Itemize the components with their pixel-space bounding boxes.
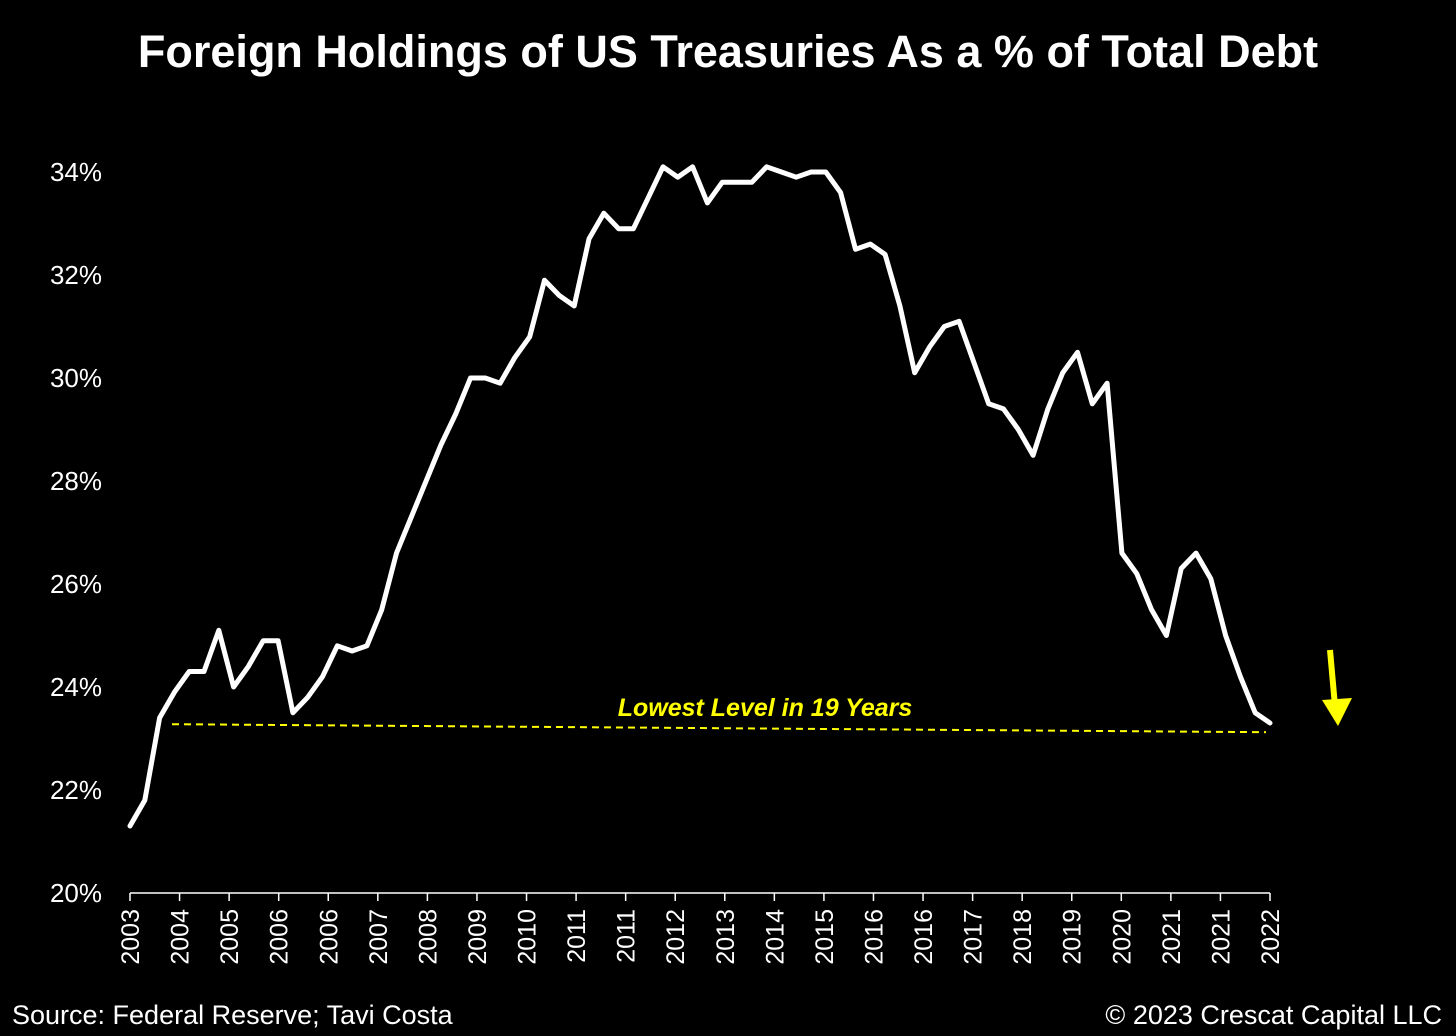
x-tick-label: 2010	[514, 909, 542, 965]
y-tick-label: 20%	[50, 878, 102, 908]
reference-dashed-line	[171, 723, 1267, 734]
y-axis: 20% 22% 24% 26% 28% 30% 32% 34%	[50, 157, 102, 908]
y-tick-label: 22%	[50, 775, 102, 805]
copyright-note: © 2023 Crescat Capital LLC	[1105, 1000, 1442, 1030]
x-tick-label: 2006	[266, 909, 294, 965]
x-tick-label: 2021	[1158, 909, 1186, 965]
x-tick-label: 2022	[1257, 909, 1285, 965]
x-tick-label: 2019	[1059, 909, 1087, 965]
down-arrow-group	[1322, 649, 1352, 726]
chart-title: Foreign Holdings of US Treasuries As a %…	[137, 26, 1319, 77]
x-tick-label: 2011	[613, 909, 641, 963]
x-tick-label: 2020	[1108, 909, 1136, 965]
down-arrow-shaft	[1327, 649, 1338, 707]
reference-line-group: Lowest Level in 19 Years	[171, 694, 1267, 734]
x-tick-label: 2006	[315, 909, 343, 965]
x-tick-label: 2011	[563, 909, 591, 963]
x-tick-label: 2015	[811, 909, 839, 965]
x-tick-label: 2007	[365, 909, 393, 965]
y-tick-label: 32%	[50, 260, 102, 290]
source-note: Source: Federal Reserve; Tavi Costa	[12, 1000, 453, 1030]
x-tick-label: 2004	[167, 909, 195, 965]
x-tick-label: 2008	[414, 909, 442, 965]
y-tick-label: 34%	[50, 157, 102, 187]
x-tick-label: 2021	[1207, 909, 1235, 965]
y-tick-label: 26%	[50, 569, 102, 599]
x-tick-label: 2009	[464, 909, 492, 965]
x-axis: 2003 2004 2005 2006 2006 2007 2008 2009 2010 2011…	[117, 892, 1285, 965]
x-tick-label: 2013	[712, 909, 740, 965]
y-tick-label: 28%	[50, 466, 102, 496]
x-tick-label: 2017	[960, 909, 988, 965]
x-tick-label: 2003	[117, 909, 145, 965]
x-tick-label: 2005	[216, 909, 244, 965]
series-line	[127, 164, 1273, 829]
y-tick-label: 30%	[50, 363, 102, 393]
x-tick-label: 2016	[910, 909, 938, 965]
x-tick-label: 2016	[860, 909, 888, 965]
series-group	[127, 164, 1273, 829]
x-tick-label: 2014	[761, 909, 789, 965]
x-tick-label: 2018	[1009, 909, 1037, 965]
y-tick-label: 24%	[50, 672, 102, 702]
x-tick-label: 2012	[662, 909, 690, 965]
down-arrow-head	[1322, 698, 1352, 726]
annotation-label: Lowest Level in 19 Years	[618, 694, 913, 722]
